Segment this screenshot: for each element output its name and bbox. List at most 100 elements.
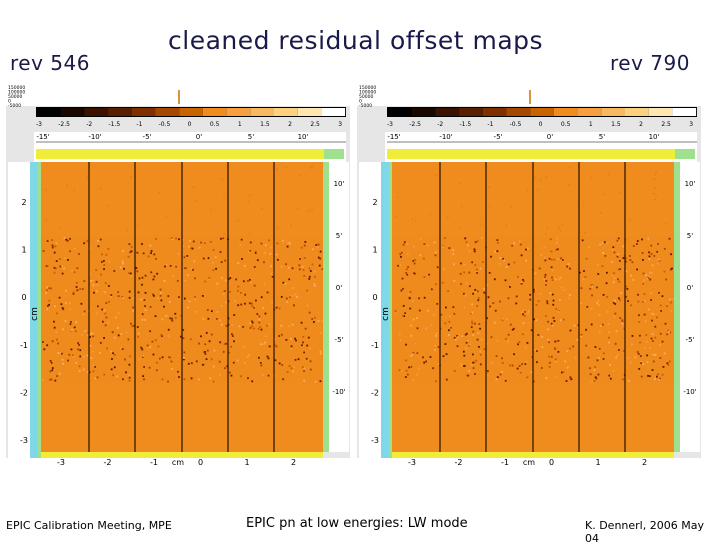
map-pixel bbox=[603, 294, 605, 296]
map-pixel bbox=[536, 361, 538, 363]
map-pixel bbox=[157, 346, 159, 348]
map-pixel bbox=[249, 279, 251, 281]
map-pixel bbox=[445, 307, 447, 309]
map-pixel bbox=[224, 290, 226, 292]
map-pixel bbox=[191, 362, 193, 364]
map-pixel bbox=[641, 239, 643, 241]
map-pixel bbox=[224, 343, 226, 345]
map-pixel bbox=[463, 271, 465, 273]
colorbar-segment bbox=[483, 108, 507, 116]
map-pixel bbox=[450, 327, 452, 329]
map-pixel bbox=[567, 367, 569, 369]
map-pixel bbox=[649, 279, 651, 281]
map-pixel bbox=[644, 293, 646, 295]
map-pixel bbox=[258, 357, 260, 359]
map-pixel bbox=[622, 246, 624, 248]
map-pixel bbox=[455, 339, 457, 341]
map-pixel bbox=[551, 259, 553, 261]
map-pixel bbox=[289, 365, 291, 367]
map-pixel bbox=[209, 340, 211, 342]
map-pixel bbox=[264, 283, 266, 285]
map-pixel bbox=[94, 366, 96, 368]
map-pixel bbox=[59, 297, 61, 299]
map-pixel bbox=[607, 242, 609, 244]
map-pixel bbox=[603, 193, 604, 194]
map-pixel bbox=[187, 274, 189, 276]
map-pixel bbox=[607, 311, 609, 313]
map-pixel bbox=[232, 335, 234, 337]
map-pixel bbox=[420, 238, 422, 240]
map-pixel bbox=[118, 295, 120, 297]
map-pixel bbox=[310, 270, 312, 272]
map-pixel bbox=[410, 291, 412, 293]
map-pixel bbox=[551, 266, 553, 268]
map-pixel bbox=[192, 248, 194, 250]
map-pixel bbox=[169, 317, 171, 319]
map-pixel bbox=[662, 374, 664, 376]
map-pixel bbox=[195, 299, 197, 301]
map-pixel bbox=[641, 376, 643, 378]
map-pixel bbox=[483, 292, 485, 294]
map-pixel bbox=[138, 333, 140, 335]
colorbar-tick-label: -2.5 bbox=[58, 121, 70, 128]
map-pixel bbox=[622, 379, 624, 381]
map-pixel bbox=[65, 302, 67, 304]
map-pixel bbox=[237, 262, 239, 264]
map-pixel bbox=[212, 269, 214, 271]
map-pixel bbox=[57, 343, 59, 345]
map-pixel bbox=[452, 249, 454, 251]
map-pixel bbox=[464, 307, 466, 309]
map-pixel bbox=[657, 243, 659, 245]
map-pixel bbox=[589, 367, 591, 369]
map-pixel bbox=[148, 255, 150, 257]
map-pixel bbox=[654, 178, 655, 179]
map-pixel bbox=[308, 337, 310, 339]
map-pixel bbox=[308, 278, 310, 280]
map-pixel bbox=[670, 253, 672, 255]
map-pixel bbox=[184, 298, 186, 300]
map-pixel bbox=[557, 351, 559, 353]
map-pixel bbox=[411, 335, 413, 337]
map-pixel bbox=[598, 314, 600, 316]
map-pixel bbox=[74, 190, 75, 191]
map-pixel bbox=[613, 272, 615, 274]
map-pixel bbox=[301, 247, 303, 249]
map-pixel bbox=[141, 243, 143, 245]
map-pixel bbox=[642, 259, 644, 261]
map-pixel bbox=[509, 365, 511, 367]
map-pixel bbox=[55, 331, 57, 333]
bottom-axis-label: cm bbox=[523, 458, 535, 466]
map-pixel bbox=[250, 281, 252, 283]
colorbar-segment bbox=[274, 108, 298, 116]
map-pixel bbox=[501, 357, 503, 359]
map-pixel bbox=[204, 242, 206, 244]
map-pixel bbox=[92, 280, 94, 282]
map-pixel bbox=[150, 252, 152, 254]
map-pixel bbox=[521, 254, 523, 256]
map-pixel bbox=[71, 270, 73, 272]
map-pixel bbox=[638, 368, 640, 370]
map-pixel bbox=[549, 366, 551, 368]
map-pixel bbox=[662, 341, 664, 343]
map-pixel bbox=[412, 353, 414, 355]
map-pixel bbox=[406, 370, 408, 372]
map-pixel bbox=[275, 345, 277, 347]
map-pixel bbox=[258, 315, 260, 317]
map-pixel bbox=[276, 307, 278, 309]
map-pixel bbox=[107, 248, 109, 250]
map-pixel bbox=[237, 304, 239, 306]
map-pixel bbox=[281, 364, 283, 366]
map-pixel bbox=[210, 241, 212, 243]
map-pixel bbox=[551, 277, 553, 279]
map-pixel bbox=[95, 269, 97, 271]
map-pixel bbox=[104, 313, 106, 315]
map-pixel bbox=[117, 327, 119, 329]
map-pixel bbox=[412, 300, 414, 302]
map-pixel bbox=[125, 331, 127, 333]
map-pixel bbox=[249, 233, 250, 234]
map-pixel bbox=[652, 333, 654, 335]
map-pixel bbox=[527, 376, 529, 378]
map-pixel bbox=[511, 245, 513, 247]
map-pixel bbox=[97, 376, 99, 378]
map-pixel bbox=[400, 264, 402, 266]
